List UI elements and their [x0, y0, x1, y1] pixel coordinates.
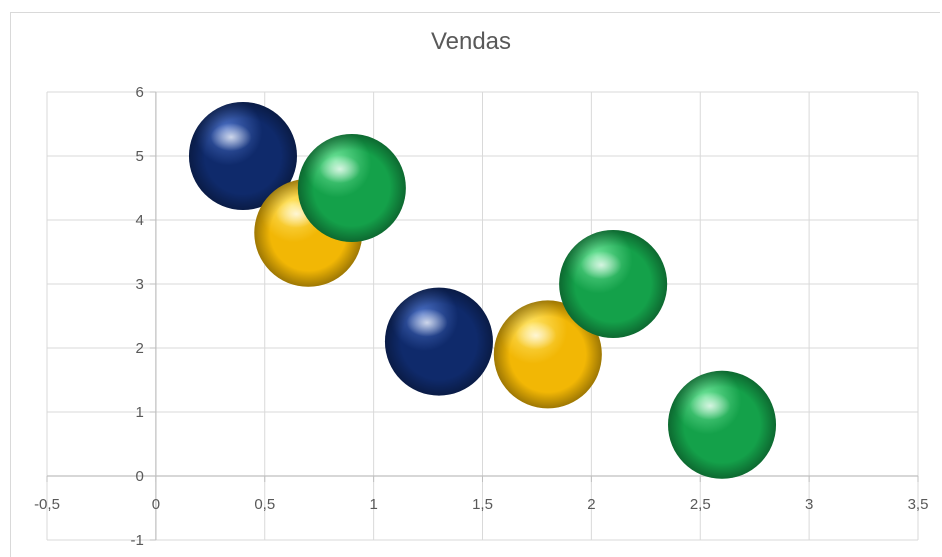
chart-title: Vendas	[430, 28, 512, 55]
x-tick-label: 0	[152, 496, 160, 513]
y-tick-label: 4	[136, 212, 144, 229]
x-tick-label: 2	[587, 496, 595, 513]
x-tick-label: 0,5	[254, 496, 275, 513]
bubble	[493, 300, 602, 409]
bubble	[384, 287, 493, 396]
x-tick-label: 3	[805, 496, 813, 513]
y-tick-label: 1	[136, 404, 144, 421]
x-tick-label: 2,5	[690, 496, 711, 513]
x-tick-label: -0,5	[34, 496, 60, 513]
y-tick-label: 3	[136, 276, 144, 293]
bubbles	[188, 102, 777, 479]
bubble	[559, 230, 668, 338]
axes	[46, 91, 919, 541]
x-tick-label: 1	[369, 496, 377, 513]
x-tick-label: 1,5	[472, 496, 493, 513]
x-tick-label: 3,5	[908, 496, 929, 513]
y-tick-label: 6	[136, 84, 144, 101]
y-tick-label: 0	[136, 468, 144, 485]
bubble	[668, 370, 777, 479]
bubble	[188, 102, 297, 210]
y-tick-label: -1	[131, 532, 144, 549]
x-tick-labels: -0,5 0 0,5 1 1,5 2 2,5 3 3,5	[34, 496, 928, 513]
y-tick-label: 5	[136, 148, 144, 165]
y-tick-label: 2	[136, 340, 144, 357]
y-tick-labels: -1 0 1 2 3 4 5 6	[131, 84, 144, 549]
bubble	[297, 134, 406, 242]
